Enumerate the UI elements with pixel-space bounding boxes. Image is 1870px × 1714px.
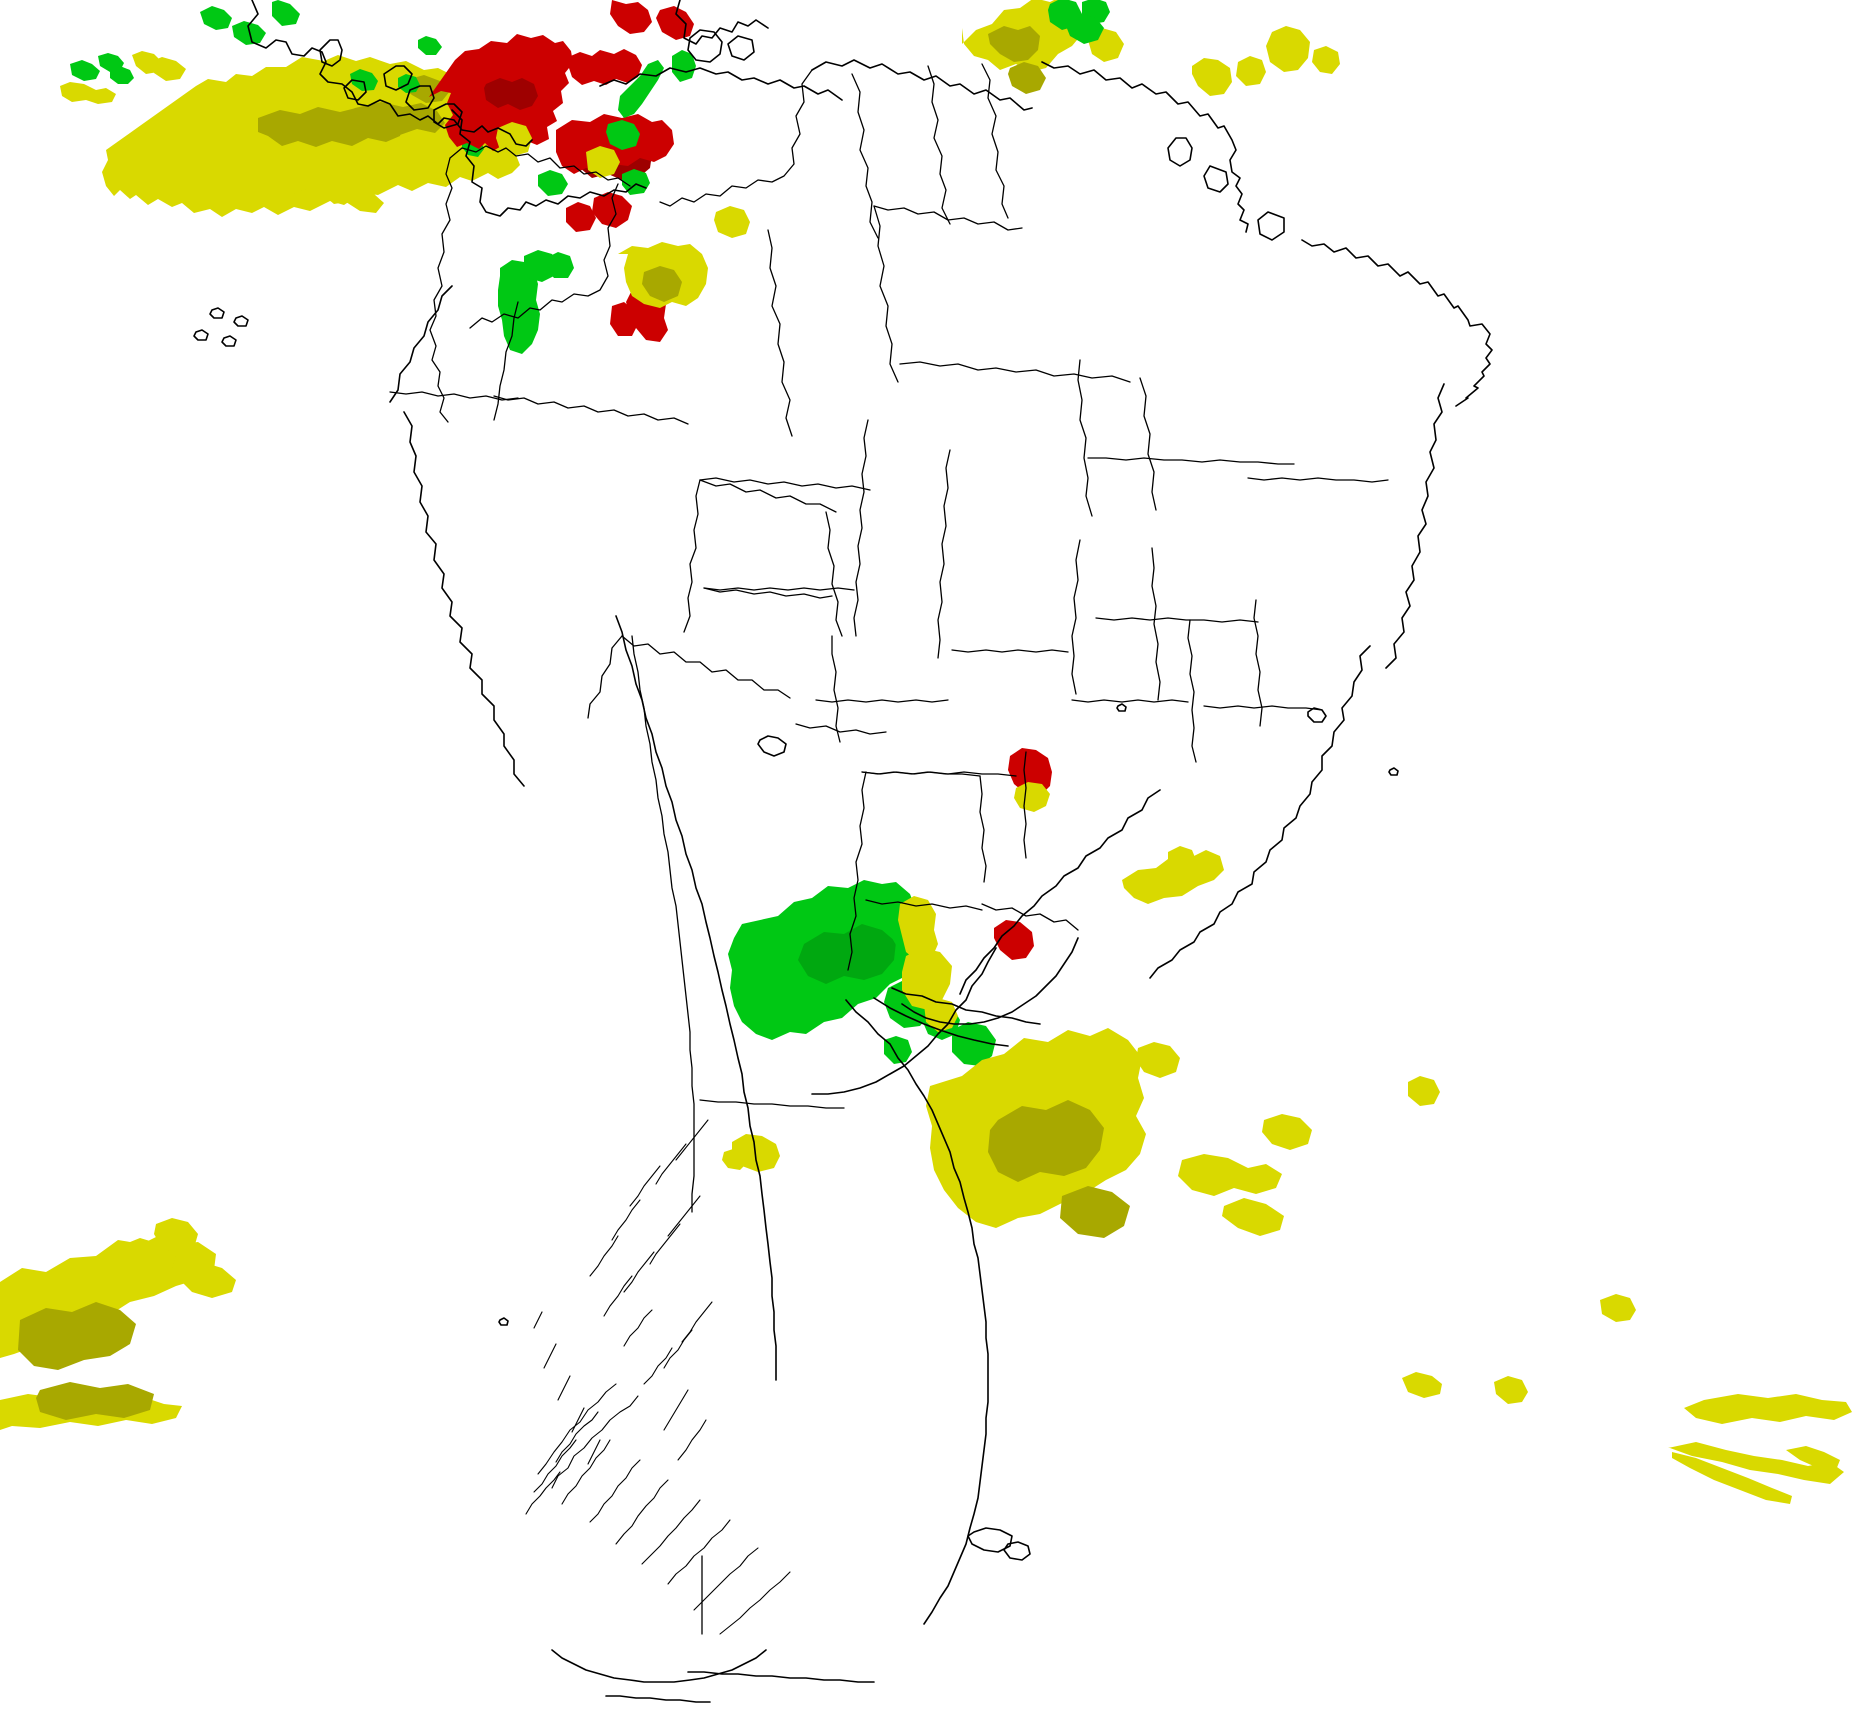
cell-group-south-atlantic-yellow [926,1028,1312,1238]
cell-group-venezuela-green [538,50,696,196]
cell-group-atlantic-ne-yellow [962,0,1340,96]
cell-group-south-pacific-yellow [0,1218,236,1430]
cell-group-atlantic-ne-green [1048,0,1110,44]
cell-group-andes-green [498,250,574,354]
cell-group-patagonia-yellow [722,1134,780,1172]
cell-group-south-atlantic-se-streaks [1402,1076,1852,1504]
cell-group-rs-offshore-yellow [1122,846,1224,904]
country-outlines-layer [194,0,1492,1702]
cell-group-caribbean-yellow [60,51,522,217]
patagonia-fjords [525,1119,791,1635]
cell-group-parana-cells [994,748,1052,960]
cell-group-amazonas-yellow [496,122,750,308]
echo-cells-layer [0,0,1852,1504]
